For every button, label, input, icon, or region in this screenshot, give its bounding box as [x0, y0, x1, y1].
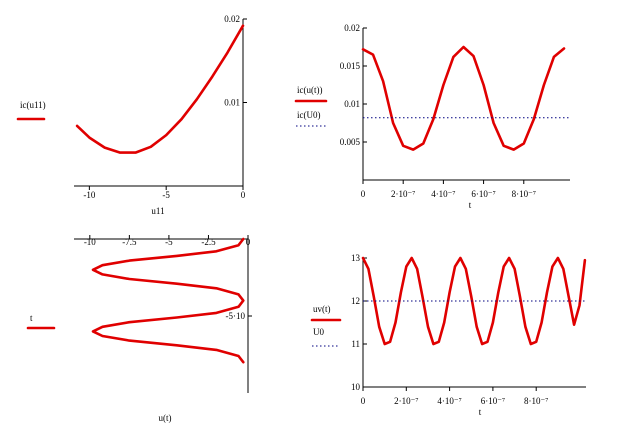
x-tick-label: 6·10⁻⁷	[481, 396, 505, 406]
y-tick-label: 12	[351, 296, 360, 306]
x-axis-label: t	[479, 407, 482, 417]
y-tick-label: 0.02	[344, 23, 360, 33]
plot-t-ut: -10 -7.5 -5 -2.5 0 -5·10 u(t) t	[26, 235, 252, 423]
y-tick-label: 10	[351, 382, 361, 392]
x-tick-label: 2·10⁻⁷	[394, 396, 418, 406]
y-tick-label: 0.01	[344, 99, 360, 109]
x-axis-label: t	[469, 200, 472, 210]
x-tick-label: -5	[162, 190, 170, 200]
x-tick-label: -5	[165, 237, 173, 247]
series-curve	[75, 24, 245, 154]
x-tick-label: -7.5	[122, 237, 137, 247]
legend-label: ic(u11)	[20, 100, 46, 110]
x-tick-label: 0	[246, 237, 251, 247]
x-tick-label: 8·10⁻⁷	[512, 189, 536, 199]
x-tick-label: 4·10⁻⁷	[431, 189, 455, 199]
y-tick-label: 0.02	[224, 14, 240, 24]
plot-uv-t: 0 2·10⁻⁷ 4·10⁻⁷ 6·10⁻⁷ 8·10⁻⁷ 10 11 12 13 t uv(t) U…	[310, 253, 587, 417]
x-tick-label: 0	[241, 190, 246, 200]
legend-label: ic(U0)	[297, 110, 321, 120]
x-tick-label: -2.5	[201, 237, 216, 247]
y-tick-label: 13	[351, 253, 361, 263]
x-tick-label: 2·10⁻⁷	[391, 189, 415, 199]
legend-label: ic(u(t))	[297, 85, 322, 95]
x-tick-label: 6·10⁻⁷	[471, 189, 495, 199]
x-tick-label: -10	[83, 190, 95, 200]
x-tick-label: 4·10⁻⁷	[437, 396, 461, 406]
y-tick-label: 0.005	[340, 137, 361, 147]
y-tick-label: 0.015	[340, 61, 361, 71]
plot-ic-u11: -10 -5 0 0.01 0.02 u11 ic(u11)	[16, 14, 247, 216]
y-tick-label: 11	[351, 339, 360, 349]
x-tick-label: 0	[361, 189, 366, 199]
legend-label: uv(t)	[313, 304, 331, 314]
x-tick-label: 0	[361, 396, 366, 406]
series-curve	[361, 256, 587, 346]
y-tick-label: 0.01	[224, 98, 240, 108]
x-tick-label: -10	[84, 237, 96, 247]
legend-label: U0	[313, 327, 324, 337]
series-curve	[91, 237, 245, 364]
x-axis-label: u(t)	[159, 413, 172, 423]
x-tick-label: 8·10⁻⁷	[524, 396, 548, 406]
plot-ic-ut: 0 2·10⁻⁷ 4·10⁻⁷ 6·10⁻⁷ 8·10⁻⁷ 0.005 0.01 0.015 0…	[294, 23, 570, 210]
x-axis-label: u11	[151, 206, 164, 216]
y-tick-label: -5·10	[226, 311, 246, 321]
legend-label: t	[30, 313, 33, 323]
series-curve	[361, 45, 566, 151]
